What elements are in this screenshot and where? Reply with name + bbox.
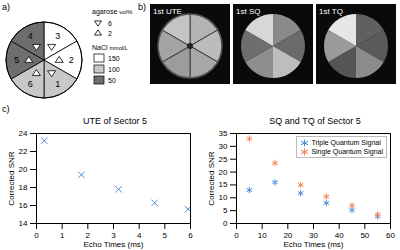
html-text:Triple Quantum Signal: Triple Quantum Signal: [311, 139, 381, 146]
svg-text:a): a): [2, 2, 10, 12]
svg-text:22: 22: [19, 147, 28, 156]
svg-text:Echo Times (ms): Echo Times (ms): [83, 240, 143, 249]
svg-text:Echo Times (ms): Echo Times (ms): [283, 240, 343, 249]
svg-text:18: 18: [19, 183, 28, 192]
svg-text:50: 50: [360, 231, 369, 240]
html-text:SQ and TQ of Sector 5: SQ and TQ of Sector 5: [269, 116, 361, 126]
svg-text:50: 50: [108, 77, 116, 84]
svg-text:35: 35: [219, 129, 228, 138]
svg-text:16: 16: [19, 201, 28, 210]
svg-text:1st TQ: 1st TQ: [319, 7, 343, 16]
svg-text:60: 60: [386, 231, 395, 240]
svg-text:20: 20: [219, 168, 228, 177]
svg-text:2: 2: [108, 30, 112, 37]
svg-text:Corrected SNR: Corrected SNR: [207, 151, 216, 205]
svg-text:10: 10: [219, 193, 228, 202]
svg-text:3: 3: [111, 231, 116, 241]
svg-text:1: 1: [60, 231, 65, 240]
svg-text:20: 20: [19, 165, 28, 174]
html-text:UTE of Sector 5: UTE of Sector 5: [83, 116, 147, 126]
html-text:c): c): [2, 104, 10, 114]
svg-text:5: 5: [223, 206, 228, 215]
svg-text:b): b): [138, 2, 146, 12]
svg-text:3: 3: [55, 31, 60, 41]
svg-text:25: 25: [219, 155, 228, 164]
svg-text:0: 0: [34, 231, 39, 240]
svg-text:30: 30: [219, 142, 228, 151]
svg-text:1: 1: [55, 79, 60, 89]
svg-text:NaCl mmol/L: NaCl mmol/L: [92, 44, 128, 51]
svg-text:40: 40: [334, 231, 344, 241]
svg-text:150: 150: [108, 55, 120, 62]
svg-text:4: 4: [136, 231, 142, 241]
svg-text:30: 30: [309, 231, 318, 241]
html-text:Single Quantum Signal: Single Quantum Signal: [311, 148, 383, 155]
svg-text:24: 24: [19, 129, 28, 138]
svg-text:20: 20: [283, 231, 293, 241]
svg-text:2: 2: [85, 231, 91, 241]
svg-text:1st UTE: 1st UTE: [153, 7, 182, 16]
svg-text:6: 6: [188, 231, 193, 240]
svg-text:1st SQ: 1st SQ: [236, 7, 260, 16]
svg-text:6: 6: [28, 79, 33, 89]
svg-text:0: 0: [234, 231, 239, 240]
svg-text:5: 5: [163, 231, 168, 240]
svg-text:agarose vol%: agarose vol%: [92, 8, 133, 16]
svg-text:100: 100: [108, 66, 120, 73]
svg-text:5: 5: [14, 55, 19, 65]
svg-text:10: 10: [258, 231, 267, 240]
svg-text:4: 4: [28, 31, 33, 41]
svg-text:14: 14: [19, 219, 28, 228]
svg-text:15: 15: [219, 180, 228, 189]
svg-text:2: 2: [69, 55, 74, 65]
svg-text:Corrected SNR: Corrected SNR: [7, 151, 16, 205]
svg-text:0: 0: [223, 219, 228, 228]
svg-text:6: 6: [108, 20, 112, 27]
